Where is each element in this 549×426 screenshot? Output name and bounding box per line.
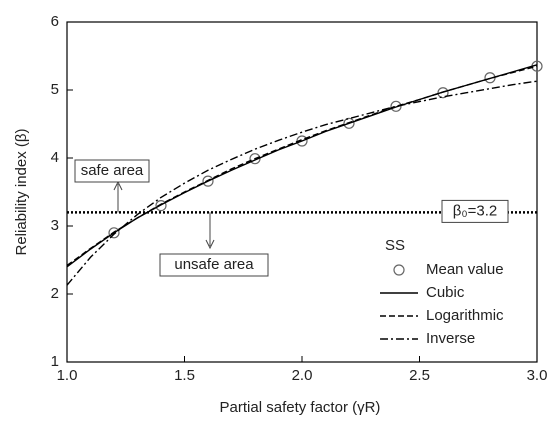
safe-label: safe area <box>81 162 144 179</box>
safe-box <box>74 159 150 183</box>
curve <box>66 80 538 286</box>
legend-marker <box>393 264 405 276</box>
threshold-label: β₀=3.2 <box>453 202 497 219</box>
y-tick-label: 3 <box>51 217 59 234</box>
mean-point <box>343 117 355 129</box>
x-tick-label: 2.5 <box>409 367 430 384</box>
unsafe-arrow-head <box>205 239 215 250</box>
y-tick-label: 2 <box>51 285 59 302</box>
mean-point <box>155 200 167 212</box>
mean-point <box>390 100 402 112</box>
y-tick-label: 6 <box>51 13 59 30</box>
y-axis-title: Reliability index (β) <box>13 128 30 255</box>
legend-title: SS <box>385 237 405 254</box>
mean-point <box>249 153 261 165</box>
x-tick-label: 1.0 <box>57 367 78 384</box>
x-tick-label: 3.0 <box>527 367 548 384</box>
legend-label: Logarithmic <box>426 307 504 324</box>
unsafe-label: unsafe area <box>174 256 254 273</box>
legend-label: Inverse <box>426 330 475 347</box>
y-tick-label: 4 <box>51 149 59 166</box>
y-tick-label: 5 <box>51 81 59 98</box>
unsafe-box <box>159 253 269 277</box>
x-tick-label: 2.0 <box>292 367 313 384</box>
legend-label: Cubic <box>426 284 465 301</box>
x-axis-title: Partial safety factor (γR) <box>220 399 381 416</box>
mean-point <box>202 175 214 187</box>
mean-point <box>437 87 449 99</box>
curve <box>66 65 538 267</box>
y-tick-label: 1 <box>51 353 59 370</box>
legend-label: Mean value <box>426 261 504 278</box>
threshold-box <box>441 199 509 223</box>
mean-point <box>108 227 120 239</box>
x-tick-label: 1.5 <box>174 367 195 384</box>
